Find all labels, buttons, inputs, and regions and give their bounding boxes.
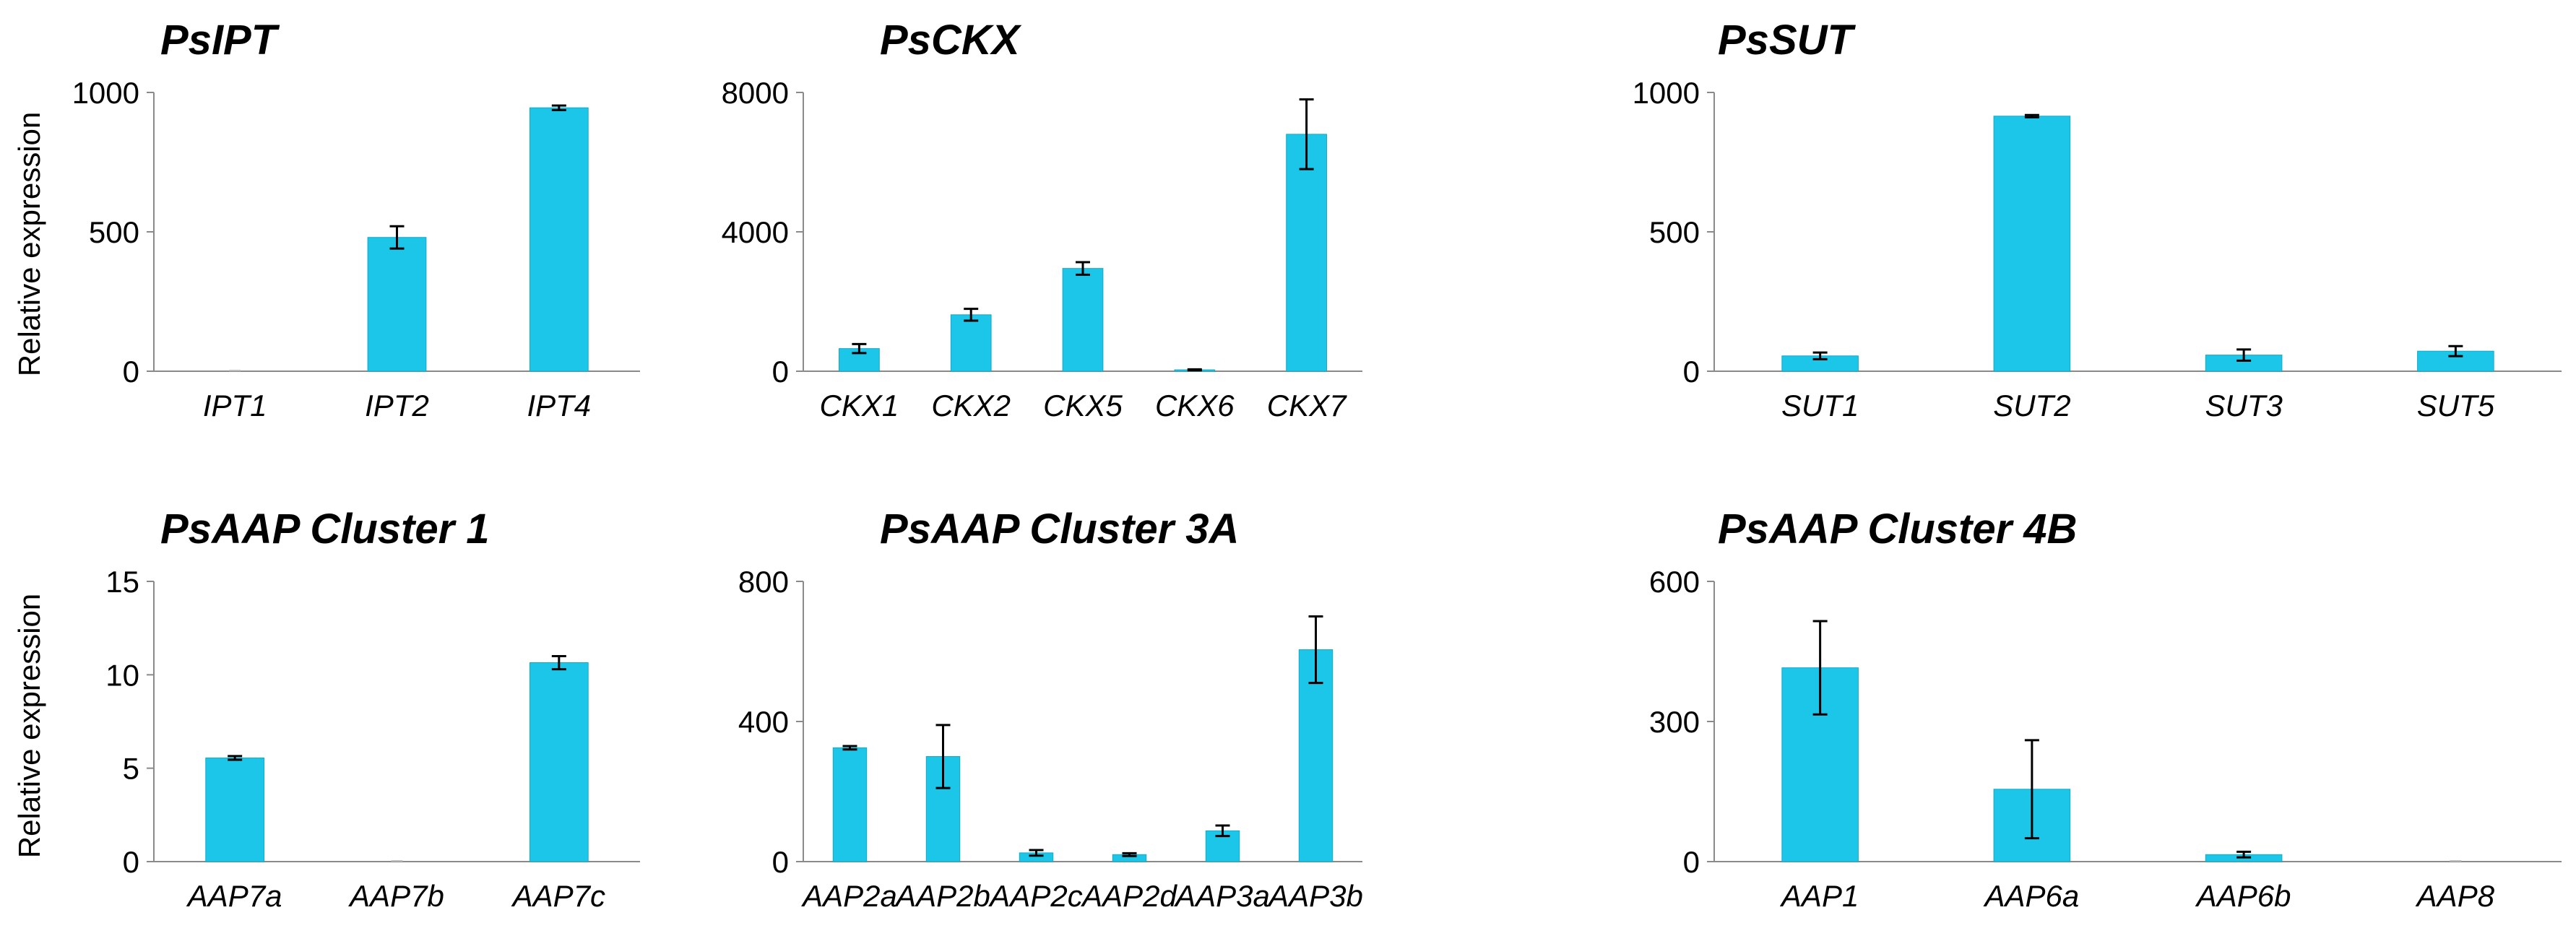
x-tick-label: IPT2 (365, 389, 429, 422)
y-tick-label: 0 (1683, 355, 1700, 389)
x-tick-label: AAP1 (1779, 879, 1859, 913)
bar (1993, 116, 2071, 372)
y-tick-label: 1000 (1633, 76, 1700, 110)
y-tick-label: 0 (772, 845, 789, 879)
panel-title: PsCKX (880, 17, 1022, 64)
y-axis-label: Relative expression (12, 112, 46, 377)
bar (1062, 268, 1104, 372)
x-tick-label: AAP2a (800, 879, 897, 913)
panel-title: PsAAP Cluster 3A (880, 506, 1239, 552)
x-tick-label: CKX1 (820, 389, 899, 422)
x-tick-label: CKX7 (1267, 389, 1347, 422)
panel-title: PsAAP Cluster 4B (1718, 506, 2077, 552)
bar (529, 662, 589, 862)
x-tick-label: SUT1 (1781, 389, 1859, 422)
y-tick-label: 0 (772, 355, 789, 389)
y-tick-label: 8000 (722, 76, 789, 110)
panel-pssut: PsSUT 0 500 1000 SUT1 SUT2 SUT3 SUT5 (1633, 17, 2562, 422)
x-tick-label: AAP2c (987, 879, 1082, 913)
bar (1298, 649, 1334, 862)
x-tick-label: AAP3b (1266, 879, 1363, 913)
bar (832, 747, 868, 862)
x-tick-label: AAP6b (2195, 879, 2291, 913)
panel-title: PsSUT (1718, 17, 1857, 64)
y-tick-label: 0 (123, 355, 139, 389)
bar (529, 107, 589, 372)
panel-title: PsIPT (160, 17, 280, 64)
x-tick-label: AAP2b (894, 879, 990, 913)
x-tick-label: AAP8 (2415, 879, 2495, 913)
x-tick-label: AAP6a (1982, 879, 2079, 913)
y-tick-label: 1000 (72, 76, 139, 110)
y-tick-label: 0 (123, 845, 139, 879)
y-tick-label: 500 (89, 215, 139, 249)
y-tick-label: 0 (1683, 845, 1700, 879)
x-tick-label: AAP7a (186, 879, 282, 913)
x-tick-label: AAP2d (1080, 879, 1177, 913)
y-tick-label: 300 (1649, 705, 1700, 739)
x-tick-label: AAP7c (511, 879, 605, 913)
bar (950, 314, 992, 372)
x-tick-label: SUT5 (2417, 389, 2495, 422)
x-tick-label: CKX5 (1043, 389, 1123, 422)
panel-psaap-cluster-1: PsAAP Cluster 1 Relative expression 0 5 10… (12, 506, 640, 913)
y-tick-label: 4000 (722, 215, 789, 249)
x-tick-label: CKX2 (931, 389, 1011, 422)
x-tick-label: SUT3 (2205, 389, 2282, 422)
x-tick-label: IPT1 (203, 389, 267, 422)
x-tick-label: CKX6 (1155, 389, 1235, 422)
x-tick-label: SUT2 (1993, 389, 2070, 422)
x-tick-label: AAP7b (347, 879, 444, 913)
bar (367, 237, 427, 372)
y-tick-label: 15 (105, 565, 139, 599)
panel-psaap-cluster-4b: PsAAP Cluster 4B 0 300 600 AAP1 AAP6a AAP6b AA… (1649, 506, 2562, 913)
y-axis-label: Relative expression (12, 594, 46, 859)
x-tick-label: AAP3a (1173, 879, 1270, 913)
y-tick-label: 5 (123, 752, 139, 786)
y-tick-label: 800 (738, 565, 789, 599)
y-tick-label: 600 (1649, 565, 1700, 599)
panel-psipt: PsIPT Relative expression 0 500 1000 IPT1 IP… (12, 17, 640, 422)
y-tick-label: 500 (1649, 215, 1700, 249)
x-tick-label: IPT4 (527, 389, 591, 422)
panel-psckx: PsCKX 0 4000 8000 CKX1 CKX2 CKX5 CKX6 CKX7 (722, 17, 1362, 422)
y-tick-label: 10 (105, 658, 139, 692)
panel-title: PsAAP Cluster 1 (160, 506, 490, 552)
y-tick-label: 400 (738, 705, 789, 739)
bar (205, 757, 265, 862)
